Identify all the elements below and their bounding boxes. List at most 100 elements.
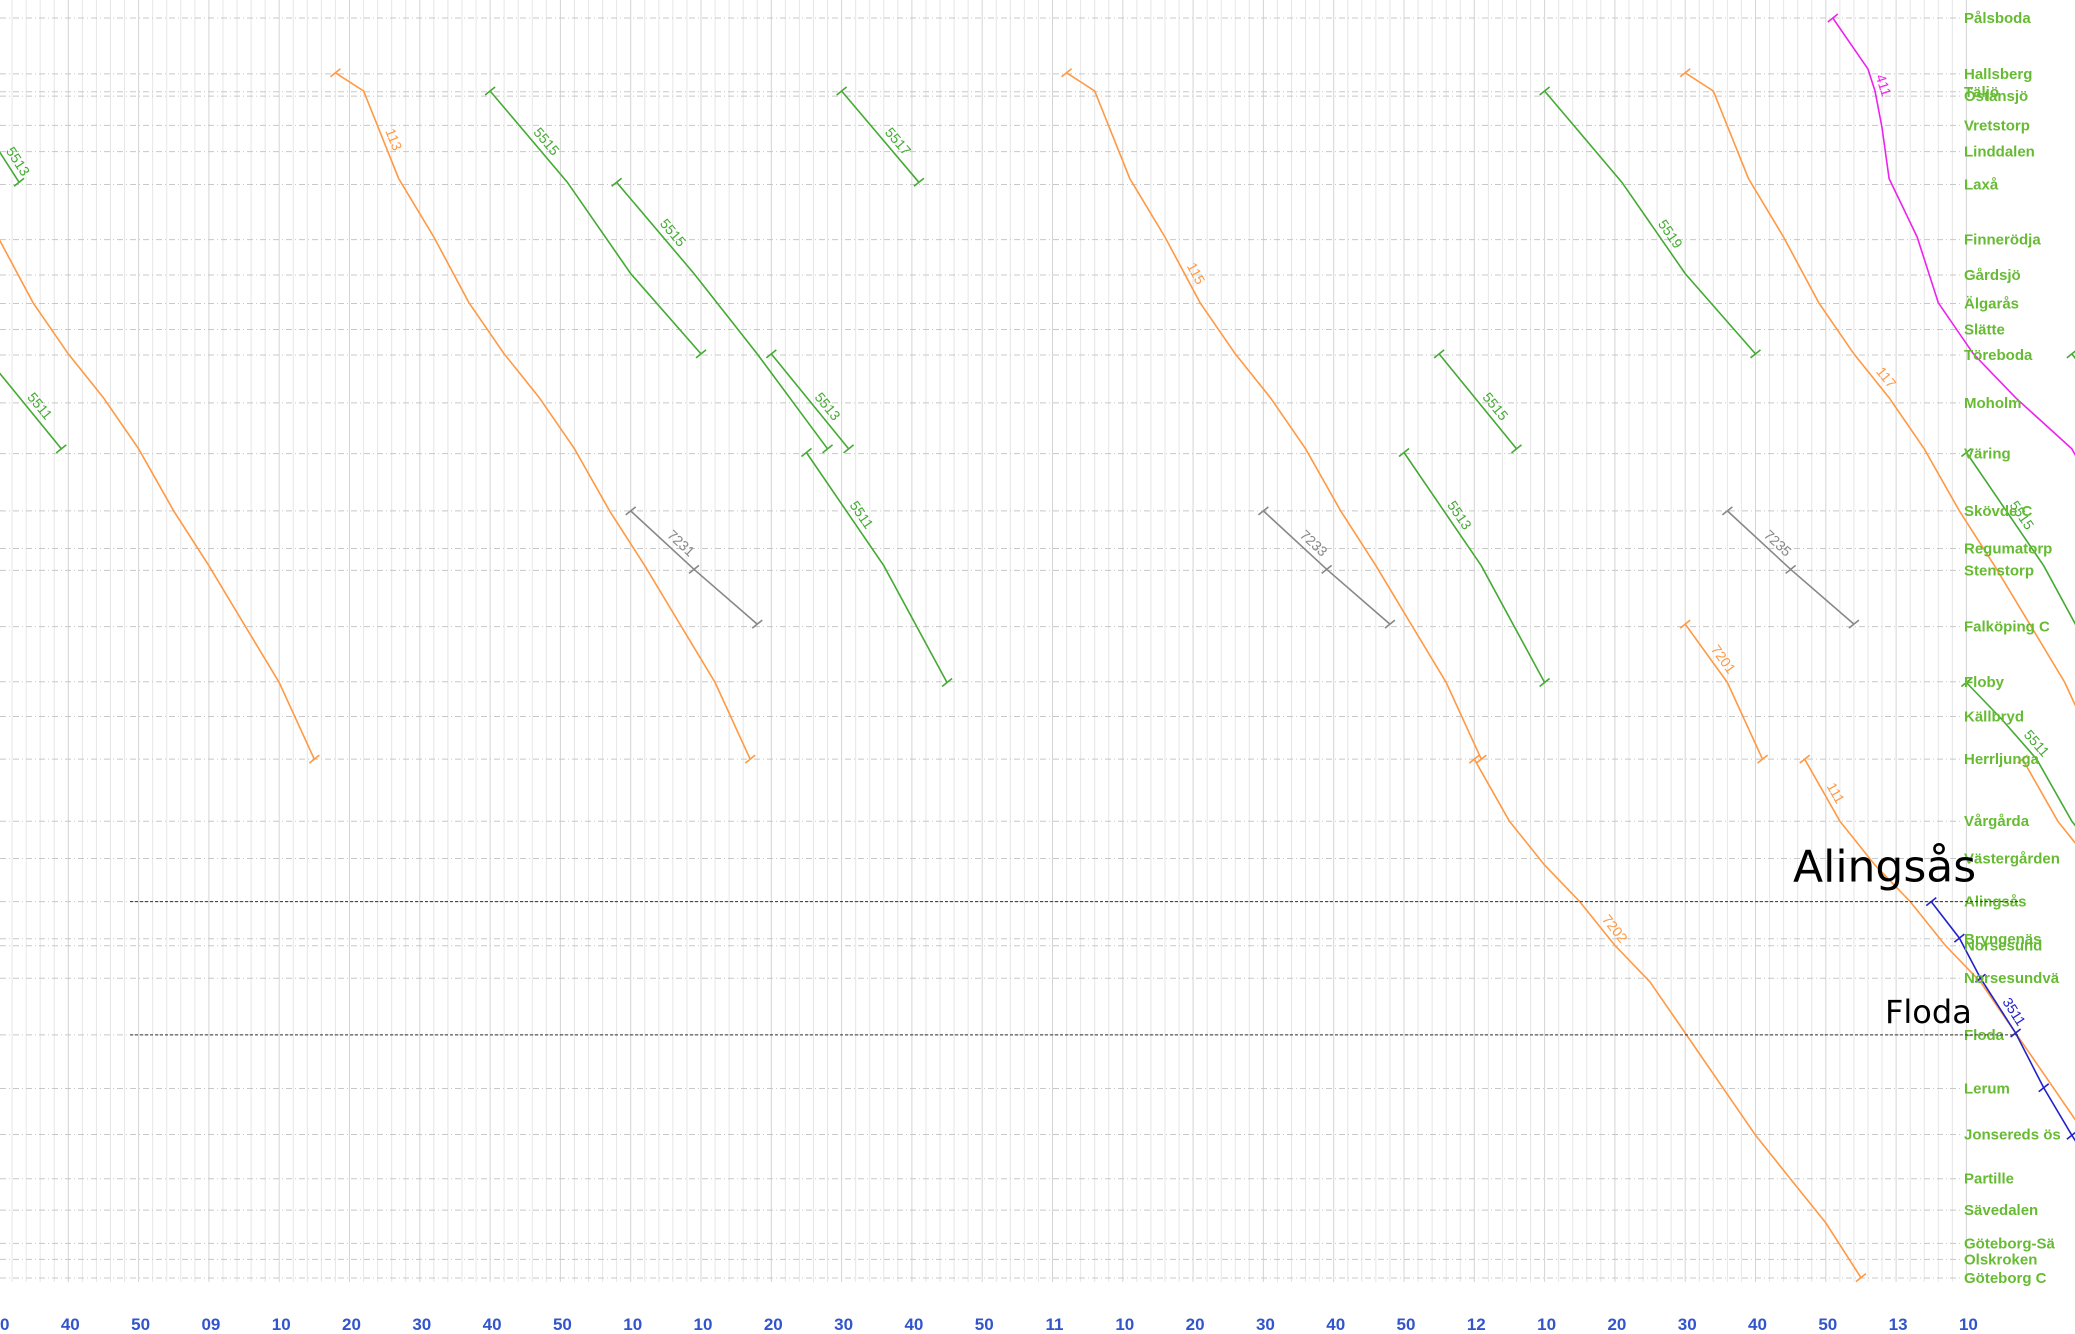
time-tick-label: 40 bbox=[1326, 1315, 1345, 1334]
stop-tick bbox=[1855, 1273, 1867, 1283]
station-label: Norsesundvä bbox=[1964, 970, 2060, 987]
time-tick-label: 10 bbox=[272, 1315, 291, 1334]
stop-tick bbox=[329, 68, 341, 78]
stop-tick bbox=[1679, 619, 1691, 629]
time-tick-label: 50 bbox=[553, 1315, 572, 1334]
time-tick-label: 13 bbox=[1889, 1315, 1908, 1334]
stop-tick bbox=[1974, 973, 1986, 983]
time-tick-label: 50 bbox=[131, 1315, 150, 1334]
time-tick-label: 30 bbox=[834, 1315, 853, 1334]
station-label: Lerum bbox=[1964, 1081, 2010, 1098]
train-path-7231 bbox=[630, 510, 758, 625]
train-path-411 bbox=[1832, 17, 2075, 457]
train-label: 5513 bbox=[3, 144, 33, 179]
train-path-5511 bbox=[1965, 681, 2075, 827]
stop-tick bbox=[13, 177, 25, 187]
train-label: 5517 bbox=[882, 124, 914, 158]
station-label: Göteborg C bbox=[1964, 1270, 2047, 1287]
station-label: Källbryd bbox=[1964, 708, 2024, 725]
time-tick-label: 30 bbox=[412, 1315, 431, 1334]
train-label: 3511 bbox=[1999, 995, 2029, 1029]
time-tick-label: 11 bbox=[1046, 1315, 1064, 1334]
train-path-111 bbox=[0, 239, 316, 760]
train-path-7202 bbox=[1473, 758, 1862, 1279]
stop-tick bbox=[611, 177, 623, 187]
stop-tick bbox=[751, 619, 763, 629]
stop-tick bbox=[1848, 619, 1860, 629]
time-tick-label: 10 bbox=[1537, 1315, 1556, 1334]
station-label: Jonsereds ös bbox=[1964, 1127, 2061, 1144]
stop-tick bbox=[765, 349, 777, 359]
train-path-5511 bbox=[0, 372, 62, 450]
stop-tick bbox=[1468, 754, 1480, 764]
stop-tick bbox=[695, 349, 707, 359]
train-label: 5519 bbox=[1655, 216, 1686, 251]
train-label: 111 bbox=[1824, 780, 1849, 807]
time-tick-label: 40 bbox=[61, 1315, 80, 1334]
train-path-111 bbox=[1804, 758, 2075, 1121]
time-tick-label: 50 bbox=[1818, 1315, 1837, 1334]
station-label: Göteborg-Sä bbox=[1964, 1235, 2055, 1252]
stop-tick bbox=[1061, 68, 1073, 78]
time-tick-label: 50 bbox=[1397, 1315, 1416, 1334]
stop-tick bbox=[1257, 506, 1269, 516]
station-label: Moholm bbox=[1964, 395, 2022, 412]
stop-tick bbox=[1827, 13, 1839, 23]
stop-tick bbox=[1539, 86, 1551, 96]
time-tick-label: 20 bbox=[764, 1315, 783, 1334]
stop-tick bbox=[1679, 68, 1691, 78]
station-label: Vretstorp bbox=[1964, 117, 2030, 134]
time-tick-label: 40 bbox=[0, 1315, 9, 1334]
station-label: Floby bbox=[1964, 674, 2005, 691]
stop-tick bbox=[1785, 564, 1797, 574]
station-label: Norsesund bbox=[1964, 938, 2042, 955]
station-label: Finnerödja bbox=[1964, 232, 2041, 249]
station-label: Skövde C bbox=[1964, 503, 2033, 520]
time-tick-label: 50 bbox=[975, 1315, 994, 1334]
train-paths bbox=[0, 13, 2075, 1283]
train-label: 7235 bbox=[1761, 527, 1795, 560]
station-label: Älgarås bbox=[1964, 296, 2019, 313]
stop-tick bbox=[913, 177, 925, 187]
stop-tick bbox=[1960, 447, 1972, 458]
stop-tick bbox=[484, 86, 496, 96]
station-label: Laxå bbox=[1964, 176, 1999, 193]
time-tick-label: 20 bbox=[1186, 1315, 1205, 1334]
stop-tick bbox=[1721, 506, 1733, 516]
train-path-7233 bbox=[1262, 510, 1391, 625]
train-path-7235 bbox=[1726, 510, 1855, 625]
train-label: 113 bbox=[382, 126, 405, 153]
stop-tick bbox=[2066, 1131, 2075, 1140]
stop-tick bbox=[744, 754, 756, 764]
time-tick-label: 30 bbox=[1256, 1315, 1275, 1334]
stop-tick bbox=[1384, 619, 1396, 629]
train-label: 5513 bbox=[1444, 498, 1475, 533]
time-tick-label: 10 bbox=[694, 1315, 713, 1334]
stop-tick bbox=[1398, 447, 1410, 458]
train-label: 5511 bbox=[24, 389, 56, 423]
station-label: Linddalen bbox=[1964, 144, 2035, 161]
station-label: Töreboda bbox=[1964, 347, 2033, 364]
train-path-5513 bbox=[1403, 452, 1546, 683]
time-tick-label: 10 bbox=[1115, 1315, 1134, 1334]
station-label: Gårdsjö bbox=[1964, 267, 2021, 284]
train-path-115 bbox=[1066, 72, 1483, 760]
train-label: 115 bbox=[1184, 260, 1209, 287]
station-label: Östansjö bbox=[1964, 88, 2028, 105]
station-lines bbox=[0, 17, 1960, 1279]
time-tick-label: 40 bbox=[1748, 1315, 1767, 1334]
stop-tick bbox=[800, 447, 812, 458]
time-tick-label: 09 bbox=[201, 1315, 220, 1334]
station-label: Sävedalen bbox=[1964, 1202, 2038, 1219]
train-path-5517 bbox=[840, 90, 920, 183]
stop-tick bbox=[2066, 350, 2075, 359]
train-path-7201 bbox=[1684, 623, 1764, 760]
stop-tick bbox=[1953, 933, 1965, 943]
stop-tick bbox=[1960, 677, 1972, 688]
stop-tick bbox=[1750, 349, 1761, 359]
train-path-5513 bbox=[0, 151, 20, 183]
station-label: Hallsberg bbox=[1964, 66, 2032, 83]
stop-tick bbox=[55, 444, 67, 454]
train-path-113 bbox=[2021, 758, 2075, 844]
